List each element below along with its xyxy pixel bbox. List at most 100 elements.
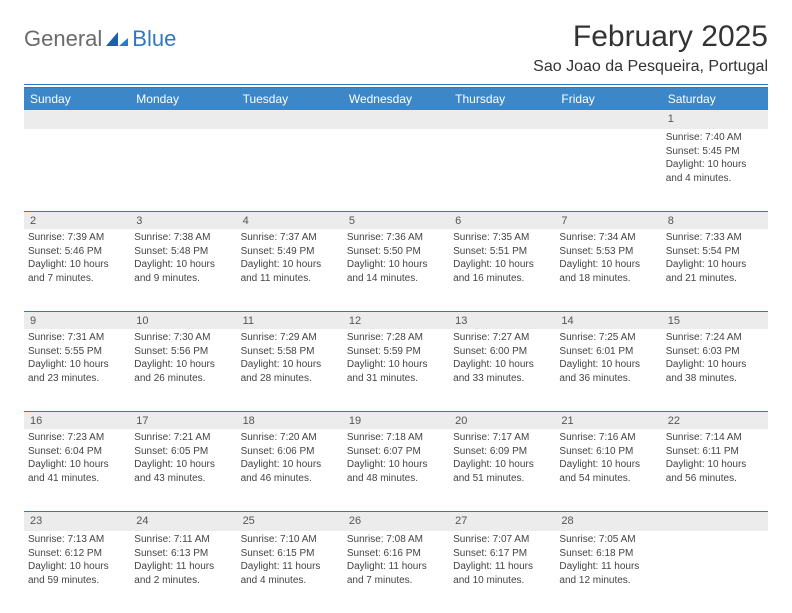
day-cell: Sunrise: 7:37 AMSunset: 5:49 PMDaylight:… (237, 229, 343, 311)
day-cell: Sunrise: 7:08 AMSunset: 6:16 PMDaylight:… (343, 531, 449, 613)
daylight-text: Daylight: 10 hours and 16 minutes. (453, 258, 551, 285)
sunset-text: Sunset: 5:53 PM (559, 245, 657, 259)
daylight-text: Daylight: 10 hours and 18 minutes. (559, 258, 657, 285)
day-number: 6 (449, 212, 555, 229)
day-number: 22 (662, 412, 768, 429)
sunrise-text: Sunrise: 7:34 AM (559, 231, 657, 245)
daylight-text: Daylight: 10 hours and 41 minutes. (28, 458, 126, 485)
day-cell: Sunrise: 7:13 AMSunset: 6:12 PMDaylight:… (24, 531, 130, 613)
day-number (343, 110, 449, 129)
day-cell: Sunrise: 7:40 AMSunset: 5:45 PMDaylight:… (662, 129, 768, 211)
day-number (555, 110, 661, 129)
day-number (237, 110, 343, 129)
day-number (24, 110, 130, 129)
week-row: Sunrise: 7:40 AMSunset: 5:45 PMDaylight:… (24, 129, 768, 211)
title-block: February 2025 Sao Joao da Pesqueira, Por… (533, 20, 768, 76)
day-cell: Sunrise: 7:18 AMSunset: 6:07 PMDaylight:… (343, 429, 449, 511)
sunset-text: Sunset: 6:00 PM (453, 345, 551, 359)
sunrise-text: Sunrise: 7:29 AM (241, 331, 339, 345)
day-number: 12 (343, 312, 449, 329)
weekday-label: Thursday (449, 88, 555, 110)
sunset-text: Sunset: 6:06 PM (241, 445, 339, 459)
sunset-text: Sunset: 5:51 PM (453, 245, 551, 259)
sunrise-text: Sunrise: 7:14 AM (666, 431, 764, 445)
day-cell: Sunrise: 7:35 AMSunset: 5:51 PMDaylight:… (449, 229, 555, 311)
logo-text-blue: Blue (132, 26, 176, 52)
sunrise-text: Sunrise: 7:37 AM (241, 231, 339, 245)
daylight-text: Daylight: 10 hours and 46 minutes. (241, 458, 339, 485)
daylight-text: Daylight: 10 hours and 48 minutes. (347, 458, 445, 485)
weekday-label: Monday (130, 88, 236, 110)
day-cell: Sunrise: 7:10 AMSunset: 6:15 PMDaylight:… (237, 531, 343, 613)
day-number: 3 (130, 212, 236, 229)
sunrise-text: Sunrise: 7:24 AM (666, 331, 764, 345)
day-cell: Sunrise: 7:07 AMSunset: 6:17 PMDaylight:… (449, 531, 555, 613)
sunrise-text: Sunrise: 7:27 AM (453, 331, 551, 345)
daylight-text: Daylight: 10 hours and 28 minutes. (241, 358, 339, 385)
sunrise-text: Sunrise: 7:40 AM (666, 131, 764, 145)
week-row: Sunrise: 7:39 AMSunset: 5:46 PMDaylight:… (24, 229, 768, 311)
daylight-text: Daylight: 10 hours and 43 minutes. (134, 458, 232, 485)
daylight-text: Daylight: 11 hours and 4 minutes. (241, 560, 339, 587)
daylight-text: Daylight: 10 hours and 56 minutes. (666, 458, 764, 485)
day-cell: Sunrise: 7:30 AMSunset: 5:56 PMDaylight:… (130, 329, 236, 411)
day-number: 19 (343, 412, 449, 429)
daylight-text: Daylight: 10 hours and 7 minutes. (28, 258, 126, 285)
sunset-text: Sunset: 6:05 PM (134, 445, 232, 459)
sunrise-text: Sunrise: 7:05 AM (559, 533, 657, 547)
day-number: 20 (449, 412, 555, 429)
day-cell: Sunrise: 7:11 AMSunset: 6:13 PMDaylight:… (130, 531, 236, 613)
daylight-text: Daylight: 10 hours and 9 minutes. (134, 258, 232, 285)
day-number: 9 (24, 312, 130, 329)
day-cell: Sunrise: 7:39 AMSunset: 5:46 PMDaylight:… (24, 229, 130, 311)
day-number: 23 (24, 512, 130, 531)
day-number: 10 (130, 312, 236, 329)
sunset-text: Sunset: 5:54 PM (666, 245, 764, 259)
sunrise-text: Sunrise: 7:30 AM (134, 331, 232, 345)
day-cell (343, 129, 449, 211)
sail-icon (104, 30, 130, 48)
sunset-text: Sunset: 5:48 PM (134, 245, 232, 259)
sunrise-text: Sunrise: 7:39 AM (28, 231, 126, 245)
sunrise-text: Sunrise: 7:28 AM (347, 331, 445, 345)
sunrise-text: Sunrise: 7:08 AM (347, 533, 445, 547)
sunset-text: Sunset: 6:18 PM (559, 547, 657, 561)
day-cell (237, 129, 343, 211)
day-number: 7 (555, 212, 661, 229)
day-cell: Sunrise: 7:29 AMSunset: 5:58 PMDaylight:… (237, 329, 343, 411)
day-number: 13 (449, 312, 555, 329)
logo: General Blue (24, 20, 176, 52)
daylight-text: Daylight: 10 hours and 23 minutes. (28, 358, 126, 385)
day-number (449, 110, 555, 129)
sunset-text: Sunset: 6:16 PM (347, 547, 445, 561)
week-row: Sunrise: 7:31 AMSunset: 5:55 PMDaylight:… (24, 329, 768, 411)
day-cell: Sunrise: 7:21 AMSunset: 6:05 PMDaylight:… (130, 429, 236, 511)
day-number: 25 (237, 512, 343, 531)
daylight-text: Daylight: 10 hours and 11 minutes. (241, 258, 339, 285)
day-cell: Sunrise: 7:38 AMSunset: 5:48 PMDaylight:… (130, 229, 236, 311)
day-number: 18 (237, 412, 343, 429)
day-number: 5 (343, 212, 449, 229)
sunset-text: Sunset: 6:07 PM (347, 445, 445, 459)
sunset-text: Sunset: 5:49 PM (241, 245, 339, 259)
daylight-text: Daylight: 10 hours and 4 minutes. (666, 158, 764, 185)
day-cell (24, 129, 130, 211)
sunset-text: Sunset: 6:11 PM (666, 445, 764, 459)
daylight-text: Daylight: 11 hours and 10 minutes. (453, 560, 551, 587)
sunrise-text: Sunrise: 7:21 AM (134, 431, 232, 445)
sunset-text: Sunset: 6:03 PM (666, 345, 764, 359)
day-number: 1 (662, 110, 768, 129)
sunset-text: Sunset: 6:01 PM (559, 345, 657, 359)
daylight-text: Daylight: 10 hours and 21 minutes. (666, 258, 764, 285)
daynum-row: 1 (24, 110, 768, 129)
weekday-label: Sunday (24, 88, 130, 110)
daylight-text: Daylight: 11 hours and 7 minutes. (347, 560, 445, 587)
day-cell: Sunrise: 7:14 AMSunset: 6:11 PMDaylight:… (662, 429, 768, 511)
sunrise-text: Sunrise: 7:13 AM (28, 533, 126, 547)
day-number: 17 (130, 412, 236, 429)
sunrise-text: Sunrise: 7:25 AM (559, 331, 657, 345)
sunset-text: Sunset: 6:04 PM (28, 445, 126, 459)
day-number (662, 512, 768, 531)
day-number: 11 (237, 312, 343, 329)
daylight-text: Daylight: 10 hours and 38 minutes. (666, 358, 764, 385)
